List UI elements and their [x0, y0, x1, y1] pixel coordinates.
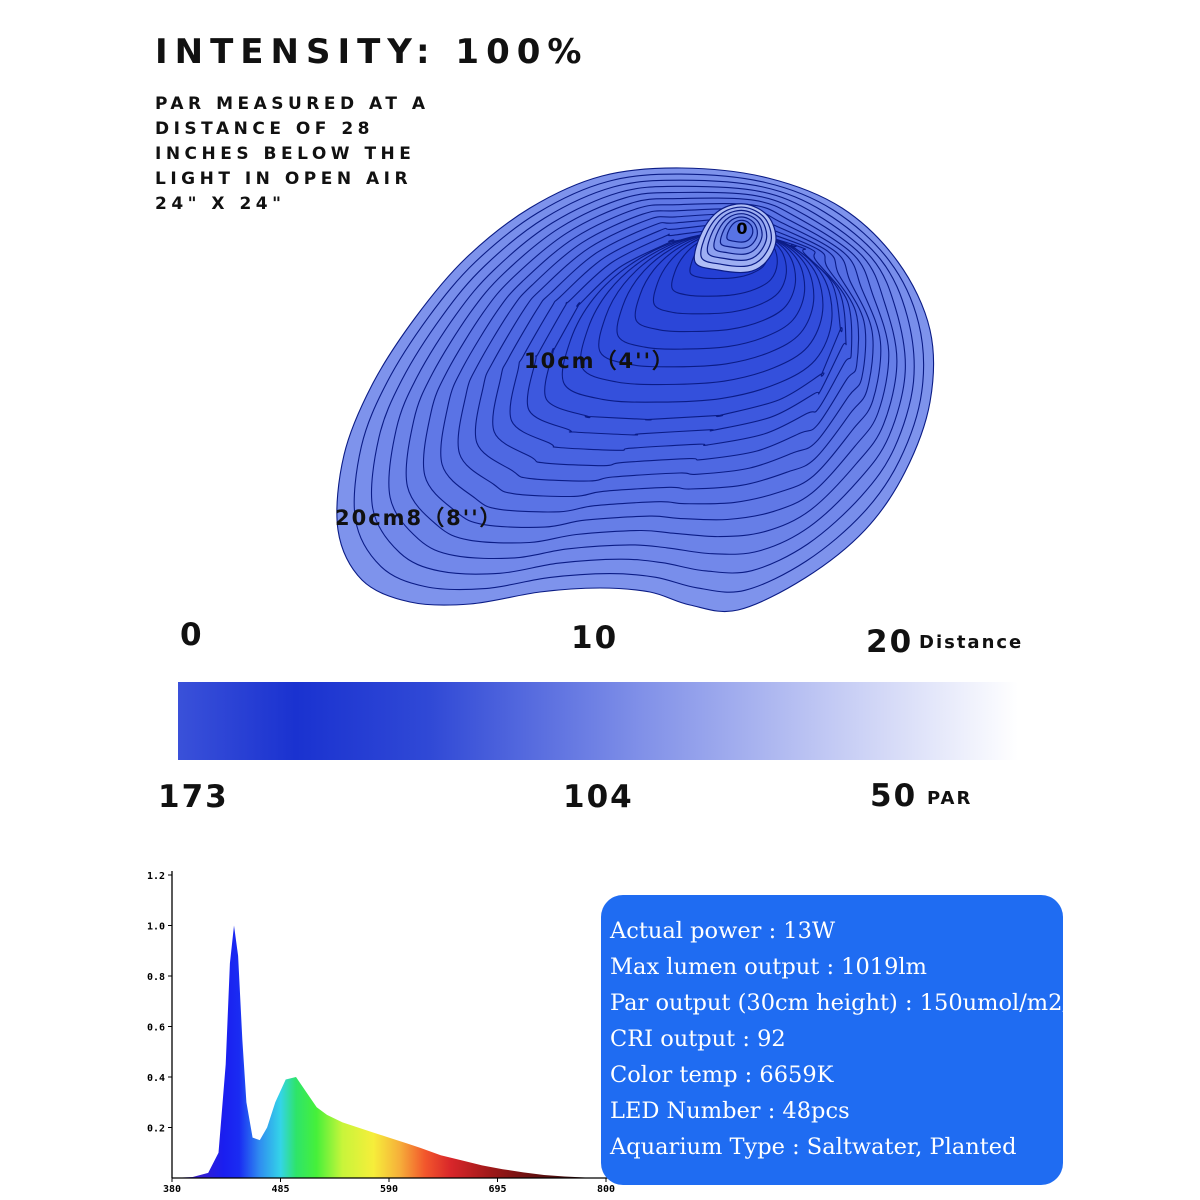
par-gradient-scale — [178, 682, 1018, 760]
y-tick-label: 0.6 — [147, 1023, 165, 1034]
spec-color-temp: Color temp : 6659K — [610, 1062, 834, 1088]
spec-led-number: LED Number : 48pcs — [610, 1098, 850, 1124]
y-tick-label: 0.4 — [147, 1073, 165, 1084]
spectrum-area — [172, 925, 606, 1178]
spec-actual-power: Actual power : 13W — [610, 918, 836, 944]
hotspot-ring — [726, 219, 754, 243]
y-tick-label: 0.2 — [147, 1124, 165, 1135]
distance-tick-20: 20 — [866, 624, 914, 660]
y-tick-label: 1.0 — [147, 922, 165, 933]
spec-cri: CRI output : 92 — [610, 1026, 786, 1052]
spec-panel: Actual power : 13W Max lumen output : 10… — [601, 895, 1063, 1185]
par-tick-104: 104 — [563, 779, 634, 815]
spec-aquarium-type: Aquarium Type : Saltwater, Planted — [610, 1134, 1017, 1160]
x-tick-label: 590 — [380, 1184, 398, 1195]
page-title: INTENSITY: 100% — [155, 32, 589, 72]
x-tick-label: 485 — [271, 1184, 289, 1195]
par-unit-label: PAR — [927, 788, 973, 809]
x-tick-label: 695 — [488, 1184, 506, 1195]
spec-par-output: Par output (30cm height) : 150umol/m2/s — [610, 990, 1063, 1016]
spec-max-lumen: Max lumen output : 1019lm — [610, 954, 927, 980]
measurement-description: PAR MEASURED AT A DISTANCE OF 28 INCHES … — [155, 94, 430, 214]
par-tick-50: 50 — [870, 778, 918, 814]
x-tick-label: 800 — [597, 1184, 615, 1195]
x-tick-label: 380 — [163, 1184, 181, 1195]
distance-unit-label: Distance — [919, 632, 1024, 653]
par-tick-173: 173 — [158, 779, 229, 815]
contour-center-label: 0 — [736, 219, 747, 238]
y-tick-label: 1.2 — [147, 871, 165, 882]
distance-tick-0: 0 — [180, 617, 204, 653]
distance-tick-10: 10 — [571, 620, 619, 656]
contour-label-20cm: 20cm8（8''） — [335, 506, 503, 530]
y-tick-label: 0.8 — [147, 972, 165, 983]
spectrum-chart: 0.2 0.4 0.6 0.8 1.0 1.2 380 485 590 695 800 — [147, 871, 615, 1195]
contour-label-10cm: 10cm（4''） — [524, 349, 676, 373]
par-contour-map: 0 — [336, 167, 935, 613]
